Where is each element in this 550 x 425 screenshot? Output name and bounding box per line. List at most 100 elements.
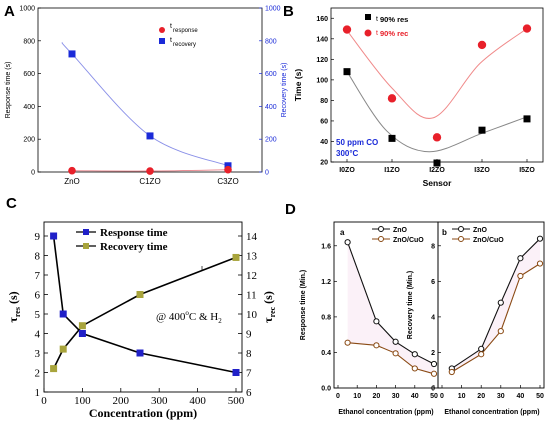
panel-d-shaded-band	[451, 238, 540, 372]
legend-marker-recovery	[159, 38, 165, 44]
panel-a-left-tick-label: 800	[23, 38, 35, 45]
panel-c-left-tick-label: 2	[35, 368, 41, 380]
panel-d-y-tick-label: 1.6	[321, 243, 331, 250]
panel-c-response-point	[59, 310, 67, 318]
panel-b-y-tick-label: 100	[316, 77, 328, 84]
panel-d-b-y-ticks: 0 2 4 6 8	[431, 243, 441, 393]
legend-res-prefix: t	[376, 16, 378, 23]
legend-recovery-prefix: t	[170, 37, 172, 44]
panel-d-y-tick-label: 6	[431, 279, 435, 286]
panel-d-zno-point	[392, 338, 399, 345]
panel-label-a: A	[4, 3, 15, 20]
panel-b-res-point	[433, 159, 441, 167]
panel-c-x-tick-label: 400	[189, 395, 206, 407]
panel-d-y-tick-label: 0.4	[321, 350, 331, 357]
panel-d-b-legend: ZnO ZnO/CuO	[452, 226, 504, 244]
panel-d-x-tick-label: 10	[458, 393, 466, 400]
panel-b-x-tick-label: I5ZO	[519, 167, 535, 174]
panel-d-x-tick-label: 0	[440, 393, 444, 400]
panel-c-x-tick-label: 500	[228, 395, 245, 407]
legend-recovery-time: Recovery time	[100, 241, 168, 253]
panel-d-x-tick-label: 40	[517, 393, 525, 400]
panel-d-x-tick-label: 0	[336, 393, 340, 400]
panel-c-recovery-point	[59, 345, 67, 353]
panel-label-c: C	[6, 195, 17, 212]
legend-znocuo-a: ZnO/CuO	[393, 237, 424, 244]
panel-a-right-tick-label: 200	[265, 137, 277, 144]
panel-b-rec-point	[432, 133, 442, 142]
panel-c-recovery-point	[78, 322, 86, 330]
panel-d-znocuo-point	[430, 370, 438, 377]
legend-response-sub: response	[173, 28, 198, 34]
panel-c-x-tick-label: 100	[74, 395, 91, 407]
panel-b-rec-fit-curve	[346, 28, 528, 119]
panel-d-zno-point	[497, 299, 504, 306]
panel-d-b-shading	[451, 238, 540, 372]
panel-c-right-tick-label: 8	[246, 348, 252, 360]
panel-a-frame	[37, 7, 263, 173]
panel-c-xlabel: Concentration (ppm)	[89, 406, 197, 420]
panel-d-y-tick-label: 8	[431, 243, 435, 250]
panel-d-x-tick-label: 20	[477, 393, 485, 400]
panel-c-right-ticks: 6 7 8 9 10 11 12 13 14	[238, 231, 258, 399]
panel-b-res-point	[388, 134, 396, 142]
panel-a-response-point	[68, 166, 76, 175]
legend-recovery-sub: recovery	[173, 42, 196, 48]
panel-d-znocuo-point	[478, 351, 485, 358]
panel-d-zno-point	[478, 345, 485, 352]
panel-c-right-tick-label: 7	[246, 368, 252, 380]
panel-c-series-lines	[52, 235, 237, 374]
panel-b-annotation-line2: 300°C	[336, 149, 359, 158]
panel-d-y-tick-label: 1.2	[321, 279, 331, 286]
panel-c-left-tick-label: 5	[35, 309, 41, 321]
panel-d-znocuo-point	[344, 339, 351, 346]
panel-d-x-tick-label: 50	[536, 393, 544, 400]
panel-c-right-tick-label: 6	[246, 387, 252, 399]
panel-d-znocuo-point	[411, 365, 418, 372]
panel-a-response-point	[224, 165, 232, 174]
panel-a-left-tick-label: 0	[31, 170, 35, 177]
panel-c-x-tick-label: 300	[151, 395, 168, 407]
panel-c-left-tick-label: 7	[35, 270, 41, 282]
panel-b-y-tick-label: 40	[320, 139, 328, 146]
panel-c-left-tick-label: 1	[35, 387, 41, 399]
panel-d-b-x-ticks: 0 10 20 30 40 50	[440, 385, 544, 400]
panel-a-response-point	[146, 167, 154, 175]
panel-b-legend: t 90% res t 90% rec	[364, 14, 408, 38]
panel-a-x-tick-label: ZnO	[64, 177, 80, 186]
panel-c-right-tick-label: 9	[246, 329, 252, 341]
panel-b-ylabel: Time (s)	[293, 69, 303, 102]
panel-d-b-ylabel: Recovery time (Min.)	[407, 271, 414, 339]
panel-a-marks	[68, 50, 232, 175]
panel-d-b-marks	[448, 235, 544, 376]
panel-b-res-point	[343, 68, 351, 76]
panel-d-x-tick-label: 50	[430, 393, 438, 400]
panel-a-recovery-fit-curve	[61, 42, 229, 167]
panel-c-response-point	[78, 330, 86, 337]
panel-d-zno-point	[536, 235, 544, 242]
panel-c-x-ticks: 0 100 200 300 400 500	[41, 388, 245, 407]
panel-b-annotation-line1: 50 ppm CO	[336, 138, 378, 147]
legend-marker-response	[159, 27, 165, 33]
panel-b-y-tick-label: 140	[316, 36, 328, 43]
panel-c-response-line	[52, 235, 237, 374]
legend-marker-recovery-time	[83, 243, 89, 249]
legend-marker-zno-b	[458, 226, 464, 232]
panel-b-x-tick-label: I2ZO	[429, 167, 445, 174]
panel-a-y2label: Recovery time (s)	[281, 63, 288, 118]
panel-a-ylabel: Response time (s)	[5, 62, 12, 119]
panel-b-xlabel: Sensor	[423, 178, 453, 188]
panel-c-recovery-point	[50, 365, 58, 373]
panel-d-znocuo-point	[448, 368, 455, 376]
panel-a-right-tick-label: 800	[265, 38, 277, 45]
legend-znocuo-b: ZnO/CuO	[473, 237, 504, 244]
panel-label-d: D	[285, 201, 296, 218]
panel-d-a-subtitle: a	[340, 228, 345, 237]
panel-b-res-point	[478, 126, 486, 134]
legend-marker-response-time	[83, 229, 89, 235]
panel-d-x-tick-label: 40	[411, 393, 419, 400]
panel-a-left-tick-label: 600	[23, 71, 35, 78]
panel-d-x-tick-label: 20	[373, 393, 381, 400]
panel-c-left-tick-label: 6	[35, 290, 41, 302]
